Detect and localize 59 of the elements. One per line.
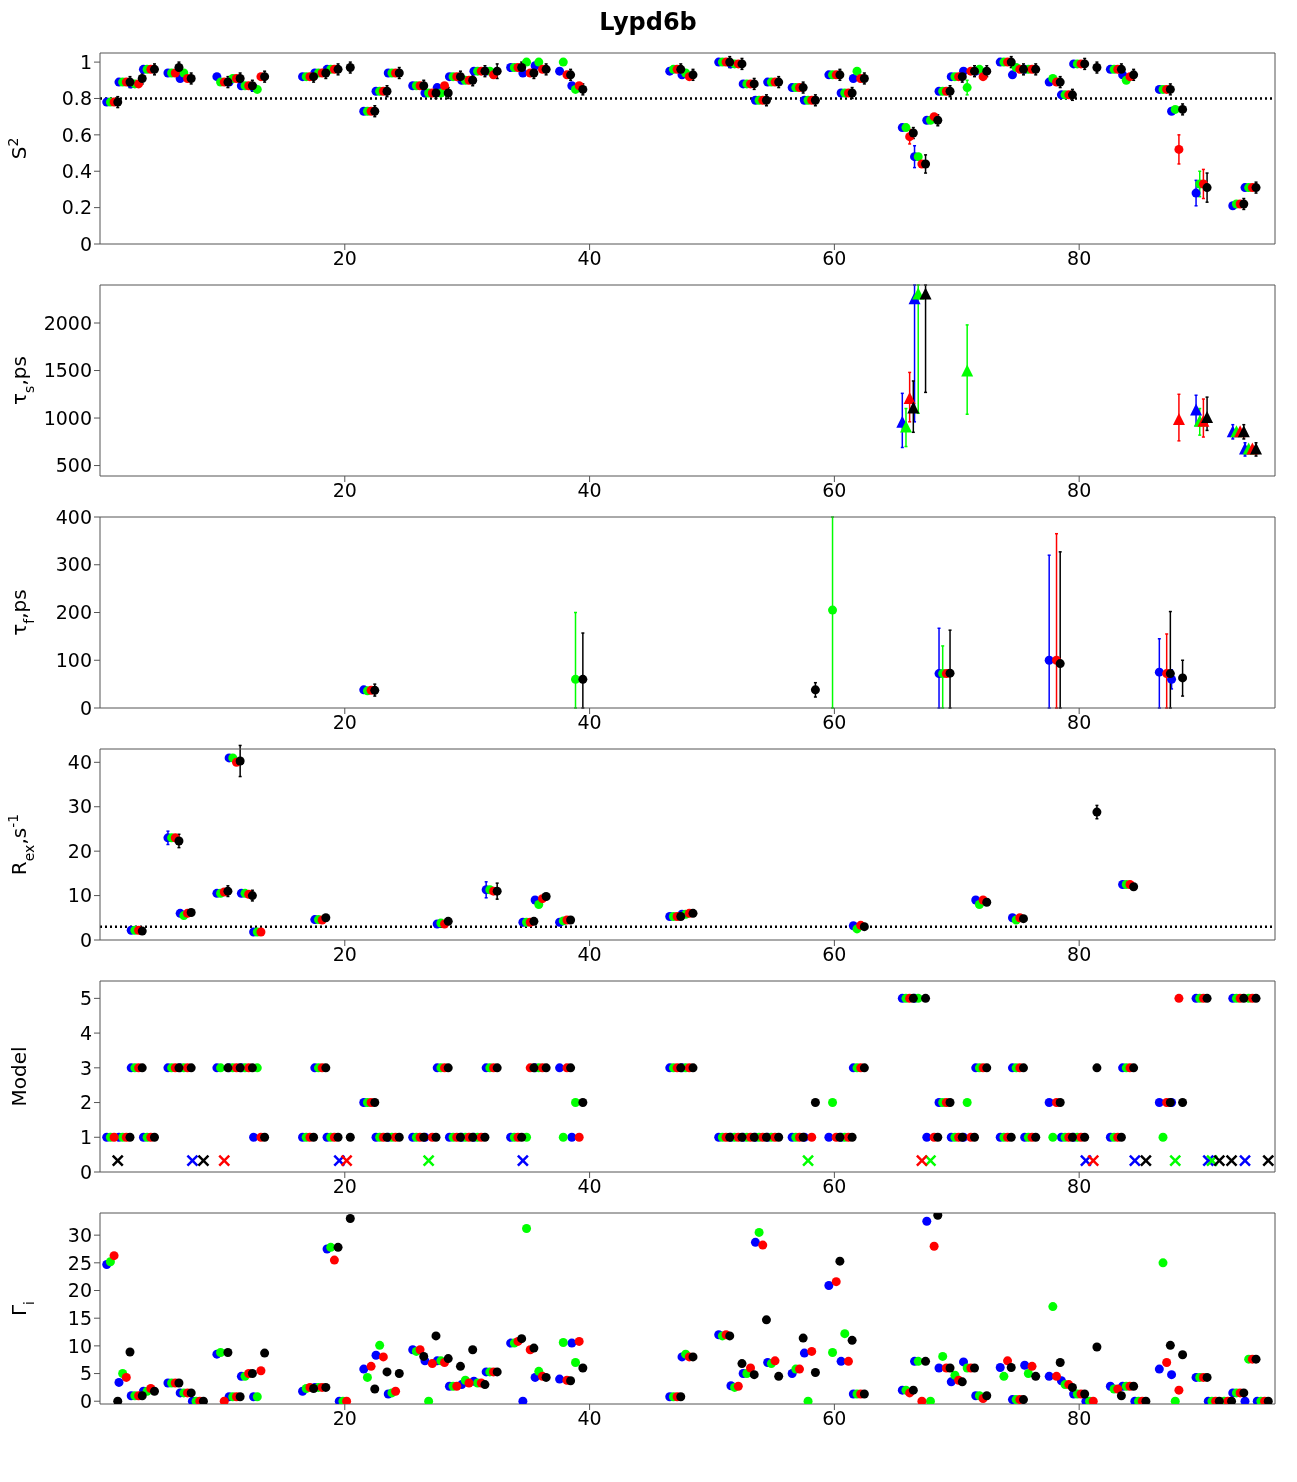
y-tick-label: 100 xyxy=(55,648,92,671)
y-tick-label: 10 xyxy=(67,1334,92,1357)
y-tick-label: 0.8 xyxy=(61,87,92,110)
x-tick-label: 40 xyxy=(577,247,602,270)
y-tick-label: 1 xyxy=(79,50,92,73)
x-tick-label: 60 xyxy=(822,1175,847,1198)
x-tick-label: 40 xyxy=(577,1175,602,1198)
x-tick-label: 20 xyxy=(332,247,357,270)
y-tick-label: 400 xyxy=(55,505,92,528)
y-tick-label: 30 xyxy=(67,1223,92,1246)
x-tick-label: 80 xyxy=(1067,1175,1092,1198)
y-tick-label: 30 xyxy=(67,795,92,818)
x-tick-label: 80 xyxy=(1067,247,1092,270)
y-tick-label: 0.4 xyxy=(61,159,92,182)
y-tick-label: 3 xyxy=(79,1056,92,1079)
y-tick-label: 20 xyxy=(67,1279,92,1302)
x-tick-label: 80 xyxy=(1067,943,1092,966)
x-tick-label: 20 xyxy=(332,943,357,966)
y-tick-label: 0.2 xyxy=(61,196,92,219)
x-tick-label: 60 xyxy=(822,943,847,966)
y-axis-title: Model xyxy=(7,1046,31,1107)
y-tick-label: 20 xyxy=(67,839,92,862)
x-tick-label: 20 xyxy=(332,1175,357,1198)
y-tick-label: 10 xyxy=(67,884,92,907)
x-tick-label: 80 xyxy=(1067,1407,1092,1430)
x-tick-label: 40 xyxy=(577,479,602,502)
x-tick-label: 20 xyxy=(332,479,357,502)
x-tick-label: 80 xyxy=(1067,479,1092,502)
y-tick-label: 0 xyxy=(79,928,92,951)
y-tick-label: 1000 xyxy=(43,406,92,429)
x-tick-label: 60 xyxy=(822,247,847,270)
x-tick-label: 20 xyxy=(332,1407,357,1430)
y-tick-label: 500 xyxy=(55,454,92,477)
y-tick-label: 2 xyxy=(79,1091,92,1114)
y-tick-label: 2000 xyxy=(43,311,92,334)
y-tick-label: 25 xyxy=(67,1251,92,1274)
x-tick-label: 40 xyxy=(577,943,602,966)
x-tick-label: 60 xyxy=(822,479,847,502)
x-tick-label: 40 xyxy=(577,1407,602,1430)
y-tick-label: 4 xyxy=(79,1021,92,1044)
y-tick-label: 1500 xyxy=(43,359,92,382)
y-tick-label: 5 xyxy=(79,987,92,1010)
y-tick-label: 0 xyxy=(79,696,92,719)
y-tick-label: 15 xyxy=(67,1306,92,1329)
y-tick-label: 0 xyxy=(79,232,92,255)
x-tick-label: 60 xyxy=(822,711,847,734)
y-tick-label: 5 xyxy=(79,1362,92,1385)
y-tick-label: 300 xyxy=(55,553,92,576)
x-tick-label: 80 xyxy=(1067,711,1092,734)
x-tick-label: 20 xyxy=(332,711,357,734)
x-tick-label: 60 xyxy=(822,1407,847,1430)
y-tick-label: 40 xyxy=(67,751,92,774)
y-tick-label: 0 xyxy=(79,1389,92,1412)
y-tick-label: 200 xyxy=(55,601,92,624)
y-tick-label: 1 xyxy=(79,1126,92,1149)
y-tick-label: 0 xyxy=(79,1160,92,1183)
chart-title: Lypd6b xyxy=(598,8,698,38)
x-tick-label: 40 xyxy=(577,711,602,734)
y-tick-label: 0.6 xyxy=(61,123,92,146)
